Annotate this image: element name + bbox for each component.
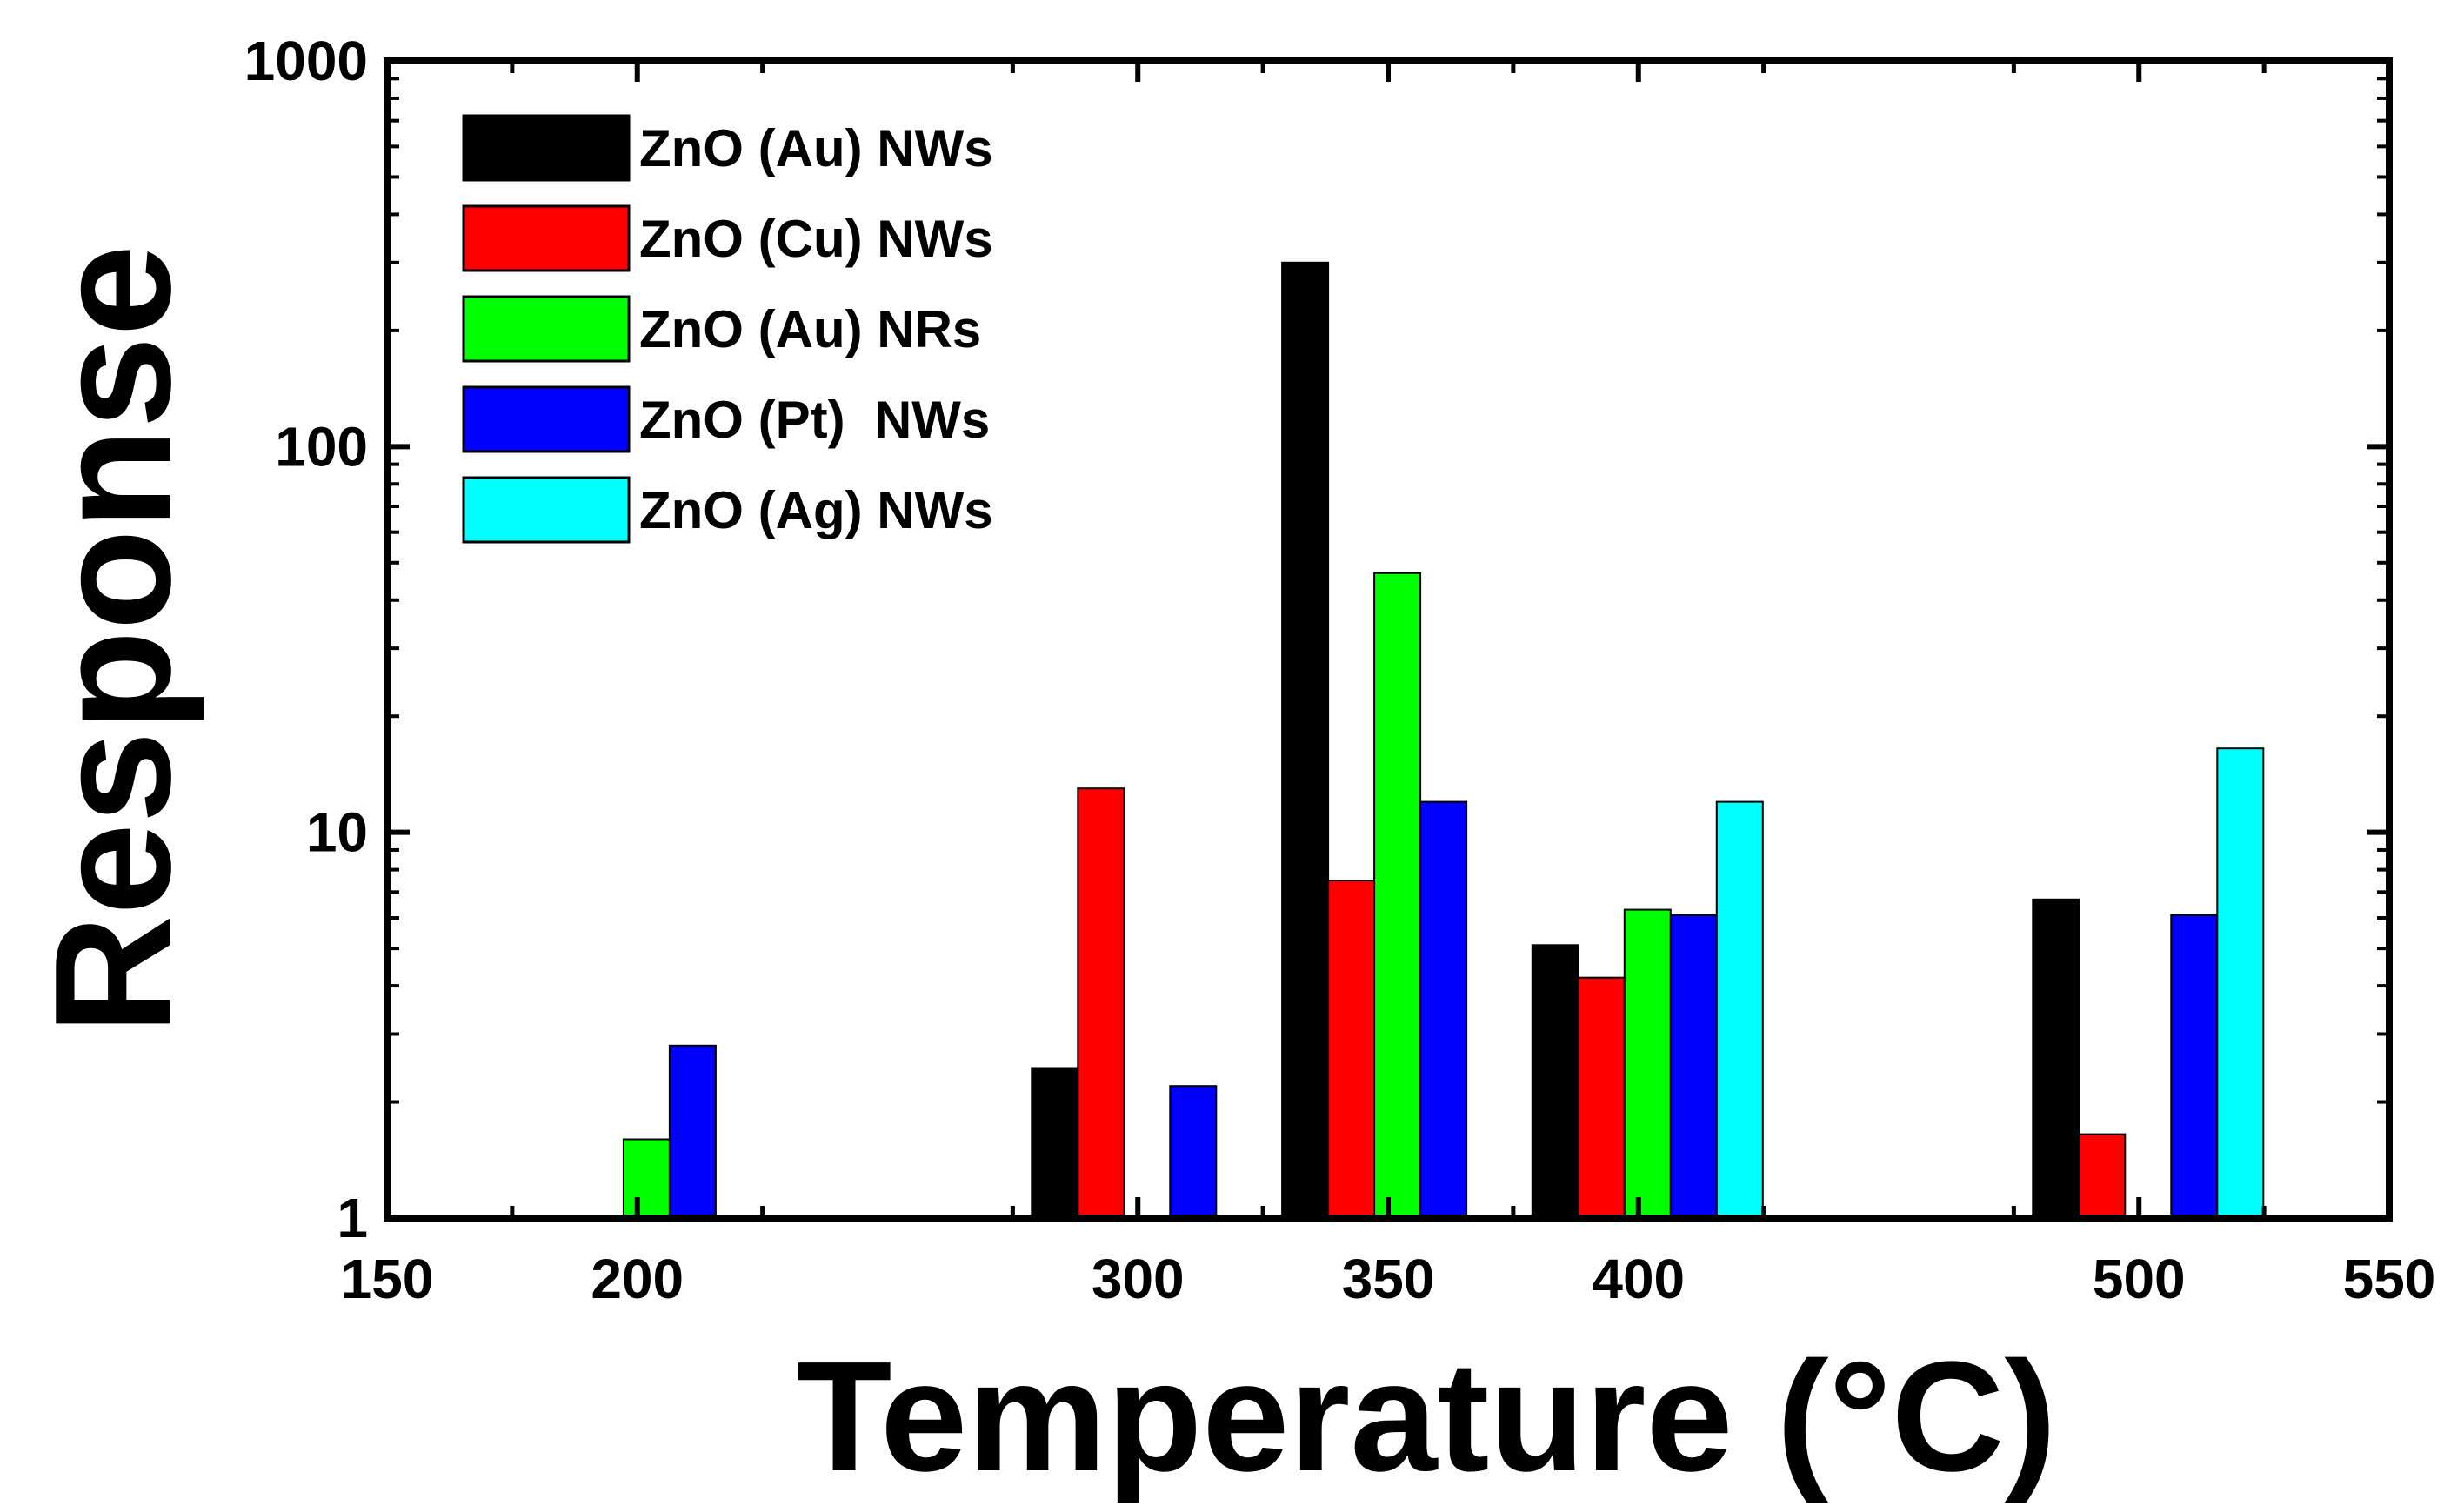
bar-zno-pt-nws-350	[1419, 800, 1468, 1219]
y-tick-label-1: 1	[337, 1187, 368, 1249]
y-tick-label-100: 100	[275, 415, 368, 478]
x-tick-label-200: 200	[591, 1248, 684, 1310]
bar-zno-cu-nws-400	[1577, 976, 1626, 1219]
bar-zno-pt-nws-500	[2170, 914, 2219, 1220]
bar-zno-cu-nws-300	[1077, 787, 1125, 1219]
legend: ZnO (Au) NWs ZnO (Cu) NWs ZnO (Au) NRs ZnO …	[462, 114, 993, 544]
legend-label-3: ZnO (Pt) NWs	[639, 391, 990, 449]
bar-zno-au-nws-500	[2032, 898, 2080, 1220]
legend-swatch-1	[462, 204, 631, 272]
bar-zno-au-nws-350	[1281, 261, 1330, 1219]
bar-zno-au-nrs-400	[1623, 908, 1672, 1219]
ticks-group: 150 200 300 350 400 500 550 1 10 100 1000	[244, 30, 2436, 1310]
bar-zno-au-nrs-350	[1373, 572, 1422, 1219]
legend-label-4: ZnO (Ag) NWs	[639, 481, 993, 539]
bar-zno-au-nrs-200	[622, 1138, 671, 1219]
legend-label-1: ZnO (Cu) NWs	[639, 210, 993, 268]
x-axis-title: Temperature (°C)	[797, 1329, 2057, 1504]
bar-zno-pt-nws-200	[668, 1044, 717, 1220]
bar-zno-au-nws-400	[1531, 944, 1579, 1220]
x-tick-label-550: 550	[2343, 1248, 2436, 1310]
x-tick-label-400: 400	[1592, 1248, 1685, 1310]
x-tick-label-350: 350	[1342, 1248, 1435, 1310]
x-tick-label-150: 150	[341, 1248, 434, 1310]
y-tick-label-10: 10	[306, 801, 368, 864]
y-axis-title: Response	[21, 244, 205, 1034]
bar-zno-au-nws-300	[1031, 1067, 1079, 1219]
legend-swatch-2	[462, 295, 631, 363]
legend-label-0: ZnO (Au) NWs	[639, 119, 993, 177]
x-tick-label-500: 500	[2093, 1248, 2186, 1310]
legend-label-2: ZnO (Au) NRs	[639, 300, 981, 358]
legend-swatch-0	[462, 114, 631, 182]
bar-zno-pt-nws-400	[1669, 914, 1718, 1220]
bar-zno-ag-nws-500	[2216, 747, 2265, 1219]
bar-zno-cu-nws-500	[2078, 1133, 2127, 1219]
y-tick-label-1000: 1000	[244, 30, 368, 92]
bar-zno-ag-nws-400	[1715, 800, 1764, 1219]
bar-zno-cu-nws-350	[1327, 880, 1376, 1219]
bar-zno-pt-nws-300	[1169, 1085, 1218, 1219]
x-tick-label-300: 300	[1092, 1248, 1185, 1310]
legend-swatch-4	[462, 476, 631, 544]
bars-group	[622, 261, 2265, 1220]
legend-swatch-3	[462, 385, 631, 453]
